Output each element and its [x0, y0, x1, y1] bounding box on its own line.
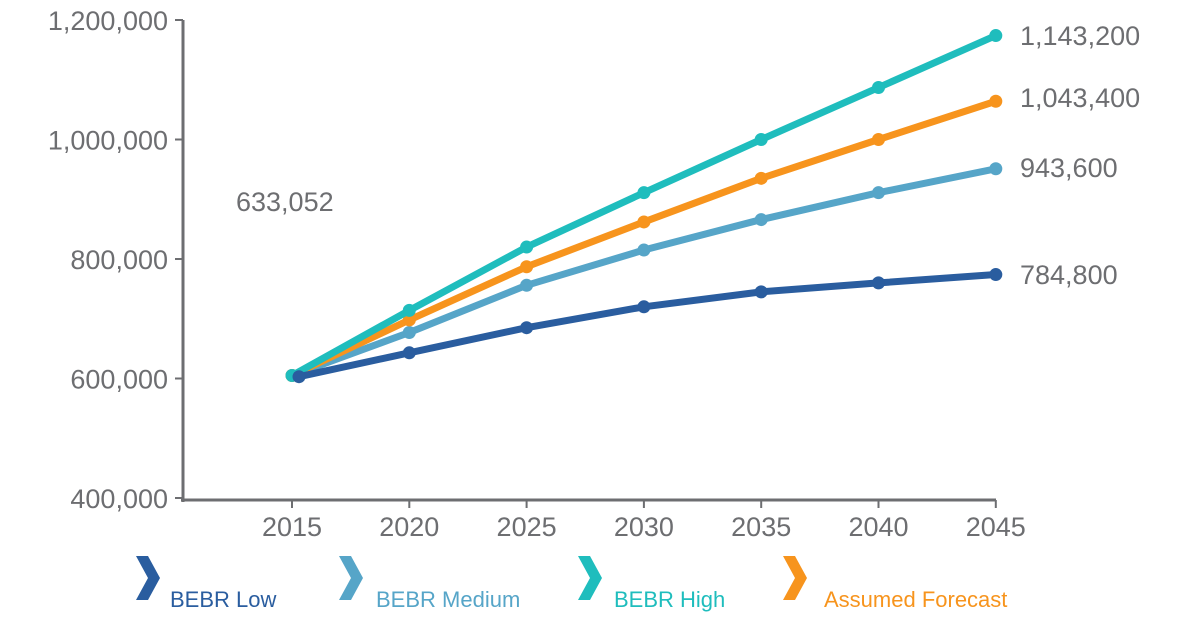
y-tick-label: 400,000 — [70, 484, 168, 514]
x-tick-label: 2020 — [379, 512, 439, 542]
data-point-bebr-high-2045 — [989, 29, 1003, 43]
data-point-bebr-medium-2025 — [520, 278, 534, 292]
y-tick-label: 800,000 — [70, 245, 168, 275]
data-point-bebr-low-2035 — [754, 285, 768, 299]
start-value-label: 633,052 — [236, 187, 334, 217]
legend-label-bebr-low: BEBR Low — [170, 587, 276, 612]
x-tick-label: 2035 — [731, 512, 791, 542]
y-tick-label: 1,200,000 — [48, 6, 168, 36]
end-label-low: 784,800 — [1020, 260, 1118, 290]
data-point-bebr-medium-2045 — [989, 162, 1003, 176]
legend-item-bebr-high[interactable]: BEBR High — [578, 556, 725, 612]
legend-item-bebr-low[interactable]: BEBR Low — [136, 556, 276, 612]
x-tick-label: 2025 — [497, 512, 557, 542]
data-point-bebr-low-2020 — [402, 346, 416, 360]
legend-item-assumed-forecast[interactable]: Assumed Forecast — [783, 556, 1007, 612]
legend: BEBR Low BEBR Medium BEBR High Assumed F… — [136, 556, 1007, 612]
data-point-bebr-high-2040 — [872, 81, 885, 95]
legend-label-assumed-forecast: Assumed Forecast — [824, 587, 1007, 612]
data-point-bebr-medium-2035 — [754, 213, 768, 227]
data-point-assumed-forecast-2035 — [754, 171, 768, 185]
data-point-assumed-forecast-2030 — [637, 215, 651, 229]
data-point-bebr-high-2020 — [402, 303, 416, 317]
x-ticks: 2015 2020 2025 2030 2035 2040 2045 — [262, 500, 1026, 542]
data-point-bebr-low-2025 — [520, 321, 534, 335]
data-point-bebr-medium-2020 — [402, 325, 416, 339]
data-point-bebr-low-2045 — [989, 268, 1003, 282]
data-point-bebr-low-2040 — [872, 276, 885, 290]
data-point-bebr-high-2035 — [754, 133, 768, 146]
x-tick-label: 2030 — [614, 512, 674, 542]
chevron-right-icon — [783, 556, 807, 600]
data-point-assumed-forecast-2040 — [872, 133, 885, 146]
data-point-bebr-high-2025 — [520, 240, 534, 254]
series-line-bebr-medium — [288, 165, 1000, 380]
data-point-bebr-high-2030 — [637, 186, 651, 200]
y-tick-label: 1,000,000 — [48, 126, 168, 156]
legend-item-bebr-medium[interactable]: BEBR Medium — [339, 556, 520, 612]
data-point-bebr-low-2015 — [292, 370, 306, 384]
y-tick-label: 600,000 — [70, 365, 168, 395]
data-point-assumed-forecast-2020 — [402, 313, 416, 327]
x-tick-label: 2045 — [966, 512, 1026, 542]
chevron-right-icon — [339, 556, 363, 600]
chevron-right-icon — [578, 556, 602, 600]
end-label-medium: 943,600 — [1020, 153, 1118, 183]
data-point-bebr-medium-2030 — [637, 243, 651, 257]
data-point-bebr-low-2030 — [637, 300, 651, 314]
end-label-forecast: 1,043,400 — [1020, 83, 1140, 113]
x-tick-label: 2015 — [262, 512, 322, 542]
legend-label-bebr-medium: BEBR Medium — [376, 587, 520, 612]
legend-label-bebr-high: BEBR High — [614, 587, 725, 612]
data-point-assumed-forecast-2045 — [989, 94, 1003, 108]
x-tick-label: 2040 — [848, 512, 908, 542]
axes — [181, 20, 996, 502]
end-label-high: 1,143,200 — [1020, 21, 1140, 51]
data-point-assumed-forecast-2025 — [520, 260, 534, 274]
data-point-bebr-medium-2040 — [872, 186, 885, 200]
series-bebr-low — [292, 268, 1003, 384]
series-lines — [285, 29, 1003, 384]
y-ticks: 400,000 600,000 800,000 1,000,000 1,200,000 — [48, 6, 183, 514]
chevron-right-icon — [136, 556, 160, 600]
